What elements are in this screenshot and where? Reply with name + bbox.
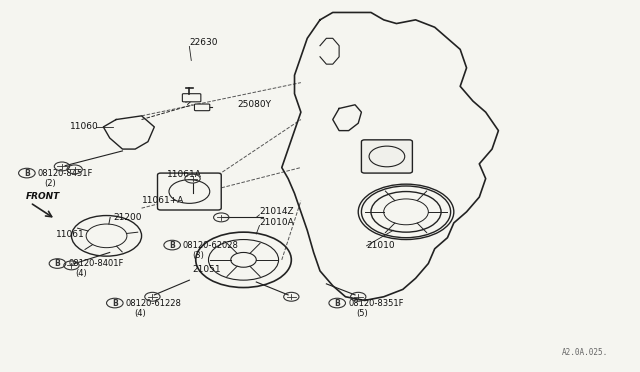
Text: B: B	[24, 169, 29, 177]
Text: 08120-8401F: 08120-8401F	[68, 259, 124, 268]
Text: 21010A: 21010A	[259, 218, 294, 227]
Text: A2.0A.025.: A2.0A.025.	[562, 348, 609, 357]
Text: 11061A: 11061A	[167, 170, 202, 179]
Text: B: B	[54, 259, 60, 268]
Text: 11061: 11061	[56, 230, 84, 239]
Text: (4): (4)	[76, 269, 87, 278]
Text: B: B	[334, 299, 340, 308]
Text: 21014Z: 21014Z	[259, 207, 294, 217]
FancyBboxPatch shape	[157, 173, 221, 210]
Text: (5): (5)	[356, 309, 368, 318]
Text: 21200: 21200	[113, 213, 141, 222]
Text: 08120-8451F: 08120-8451F	[38, 169, 93, 177]
Text: 11060: 11060	[70, 122, 99, 131]
FancyBboxPatch shape	[195, 104, 210, 111]
Text: 22630: 22630	[189, 38, 218, 46]
Text: 08120-62028: 08120-62028	[183, 241, 239, 250]
FancyBboxPatch shape	[362, 140, 412, 173]
Text: 21010: 21010	[367, 241, 395, 250]
FancyBboxPatch shape	[182, 94, 201, 102]
Text: (4): (4)	[134, 309, 146, 318]
Text: B: B	[112, 299, 118, 308]
Text: FRONT: FRONT	[26, 192, 60, 201]
Text: B: B	[170, 241, 175, 250]
Text: 21051: 21051	[193, 264, 221, 273]
Text: (2): (2)	[45, 179, 56, 187]
Text: 08120-61228: 08120-61228	[125, 299, 182, 308]
Text: 11061+A: 11061+A	[141, 196, 184, 205]
Text: (3): (3)	[193, 251, 204, 260]
Text: 08120-8351F: 08120-8351F	[348, 299, 404, 308]
Text: 25080Y: 25080Y	[237, 100, 271, 109]
